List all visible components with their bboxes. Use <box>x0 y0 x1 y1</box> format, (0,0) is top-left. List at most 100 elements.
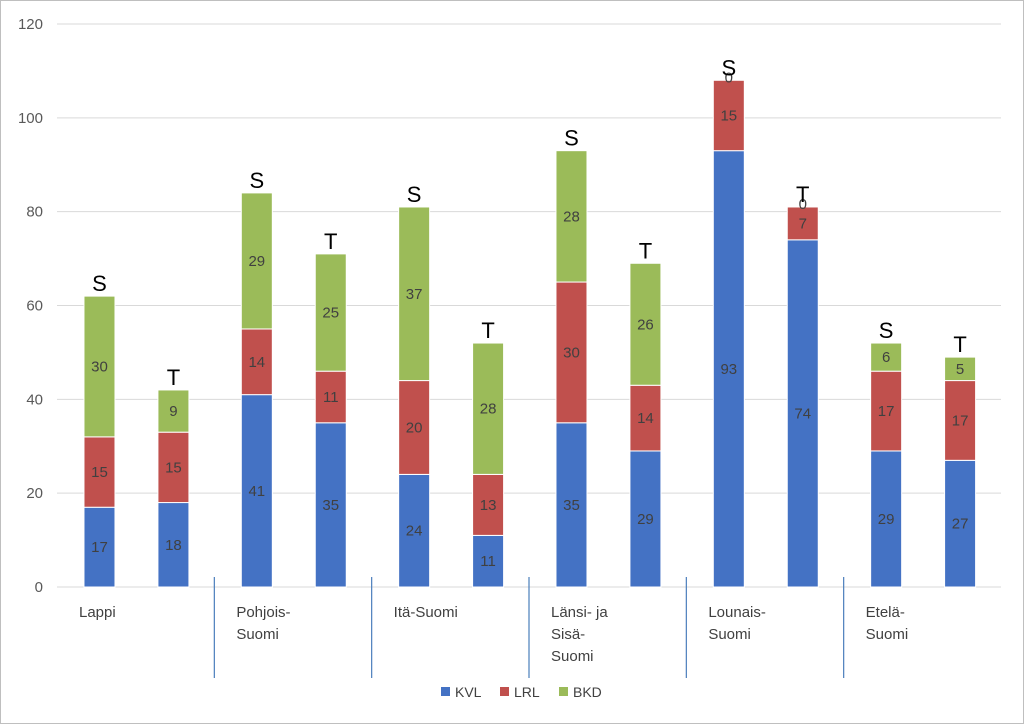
data-label: 29 <box>637 511 654 528</box>
data-label: 5 <box>956 361 964 378</box>
y-tick-label: 40 <box>26 391 43 408</box>
legend-label: KVL <box>455 684 482 700</box>
bar-marker-label: T <box>639 238 652 263</box>
data-label: 30 <box>91 358 108 375</box>
category-label: Länsi- ja <box>551 604 608 621</box>
bar-segment-bkd <box>83 295 116 438</box>
data-label: 11 <box>480 553 496 570</box>
bar-segment-lrl <box>786 206 819 241</box>
data-label: 14 <box>637 410 654 427</box>
data-label: 24 <box>406 523 423 540</box>
bar-marker-label: S <box>249 168 264 193</box>
data-label: 15 <box>91 464 108 481</box>
data-label: 28 <box>480 401 497 418</box>
bar-segment-bkd <box>870 342 903 372</box>
bar-marker-label: T <box>953 332 966 357</box>
data-label: 9 <box>169 403 177 420</box>
bar-segment-lrl <box>157 431 190 504</box>
bar-segment-lrl <box>629 384 662 452</box>
bar-segment-lrl <box>83 436 116 508</box>
category-label: Suomi <box>866 626 909 643</box>
bar-marker-label: T <box>796 182 809 207</box>
data-label: 6 <box>882 349 890 366</box>
data-label: 26 <box>637 316 654 333</box>
bar-segment-lrl <box>712 79 745 152</box>
data-label: 35 <box>322 497 339 514</box>
bar-segment-lrl <box>555 281 588 424</box>
bar-segment-kvl <box>472 534 505 588</box>
category-label: Sisä- <box>551 626 585 643</box>
bar-marker-label: S <box>92 271 107 296</box>
data-label: 37 <box>406 286 423 303</box>
y-tick-label: 60 <box>26 298 43 315</box>
bar-marker-label: S <box>564 126 579 151</box>
bar-segment-kvl <box>83 506 116 588</box>
data-label: 15 <box>720 107 737 124</box>
y-tick-label: 100 <box>18 110 43 127</box>
category-label: Etelä- <box>866 604 905 621</box>
bar-segment-bkd <box>240 192 273 330</box>
data-label: 29 <box>248 253 265 270</box>
category-label: Lounais- <box>708 604 766 621</box>
bar-segment-lrl <box>314 370 347 424</box>
y-tick-label: 80 <box>26 204 43 221</box>
y-tick-label: 120 <box>18 16 43 33</box>
bar-marker-label: T <box>167 365 180 390</box>
bar-segment-lrl <box>472 473 505 536</box>
data-label: 0 <box>799 196 807 213</box>
data-label: 13 <box>480 497 497 514</box>
bar-segment-lrl <box>240 328 273 396</box>
data-label: 74 <box>794 405 811 422</box>
bar-segment-bkd <box>398 206 431 382</box>
bar-segment-bkd <box>472 342 505 475</box>
legend-label: BKD <box>573 684 602 700</box>
data-label: 25 <box>322 305 339 322</box>
data-label: 20 <box>406 419 423 436</box>
category-label: Lappi <box>79 604 116 621</box>
bar-segment-kvl <box>157 502 190 588</box>
legend-label: LRL <box>514 684 540 700</box>
data-label: 27 <box>952 516 969 533</box>
data-label: 11 <box>323 389 339 406</box>
bar-marker-label: T <box>481 318 494 343</box>
bar-segment-bkd <box>629 262 662 386</box>
data-label: 17 <box>91 539 108 556</box>
bar-segment-bkd <box>944 356 977 382</box>
bar-segment-lrl <box>398 380 431 475</box>
category-label: Suomi <box>551 648 594 665</box>
category-label: Itä-Suomi <box>394 604 458 621</box>
data-label: 35 <box>563 497 580 514</box>
category-label: Suomi <box>236 626 279 643</box>
bar-segment-kvl <box>944 459 977 588</box>
y-tick-label: 20 <box>26 485 43 502</box>
bar-marker-label: T <box>324 229 337 254</box>
legend-swatch-kvl <box>441 687 450 696</box>
category-label: Pohjois- <box>236 604 290 621</box>
data-label: 17 <box>952 412 969 429</box>
data-label: 17 <box>878 403 895 420</box>
bar-segment-kvl <box>314 422 347 588</box>
data-label: 7 <box>799 215 807 232</box>
bar-marker-label: S <box>407 182 422 207</box>
bar-segment-bkd <box>157 389 190 433</box>
data-label: 93 <box>720 361 737 378</box>
data-label: 0 <box>725 69 733 86</box>
y-tick-label: 0 <box>35 579 43 596</box>
bar-segment-kvl <box>712 150 745 588</box>
bar-marker-label: S <box>721 55 736 80</box>
bar-segment-lrl <box>944 380 977 461</box>
legend-swatch-bkd <box>559 687 568 696</box>
bar-segment-bkd <box>555 150 588 283</box>
data-label: 28 <box>563 208 580 225</box>
bar-segment-kvl <box>786 239 819 588</box>
data-label: 14 <box>248 354 265 371</box>
data-label: 15 <box>165 459 182 476</box>
data-label: 18 <box>165 537 182 554</box>
bar-marker-label: S <box>879 318 894 343</box>
bar-segment-kvl <box>629 450 662 588</box>
category-label: Suomi <box>708 626 751 643</box>
data-label: 41 <box>248 483 265 500</box>
legend-swatch-lrl <box>500 687 509 696</box>
